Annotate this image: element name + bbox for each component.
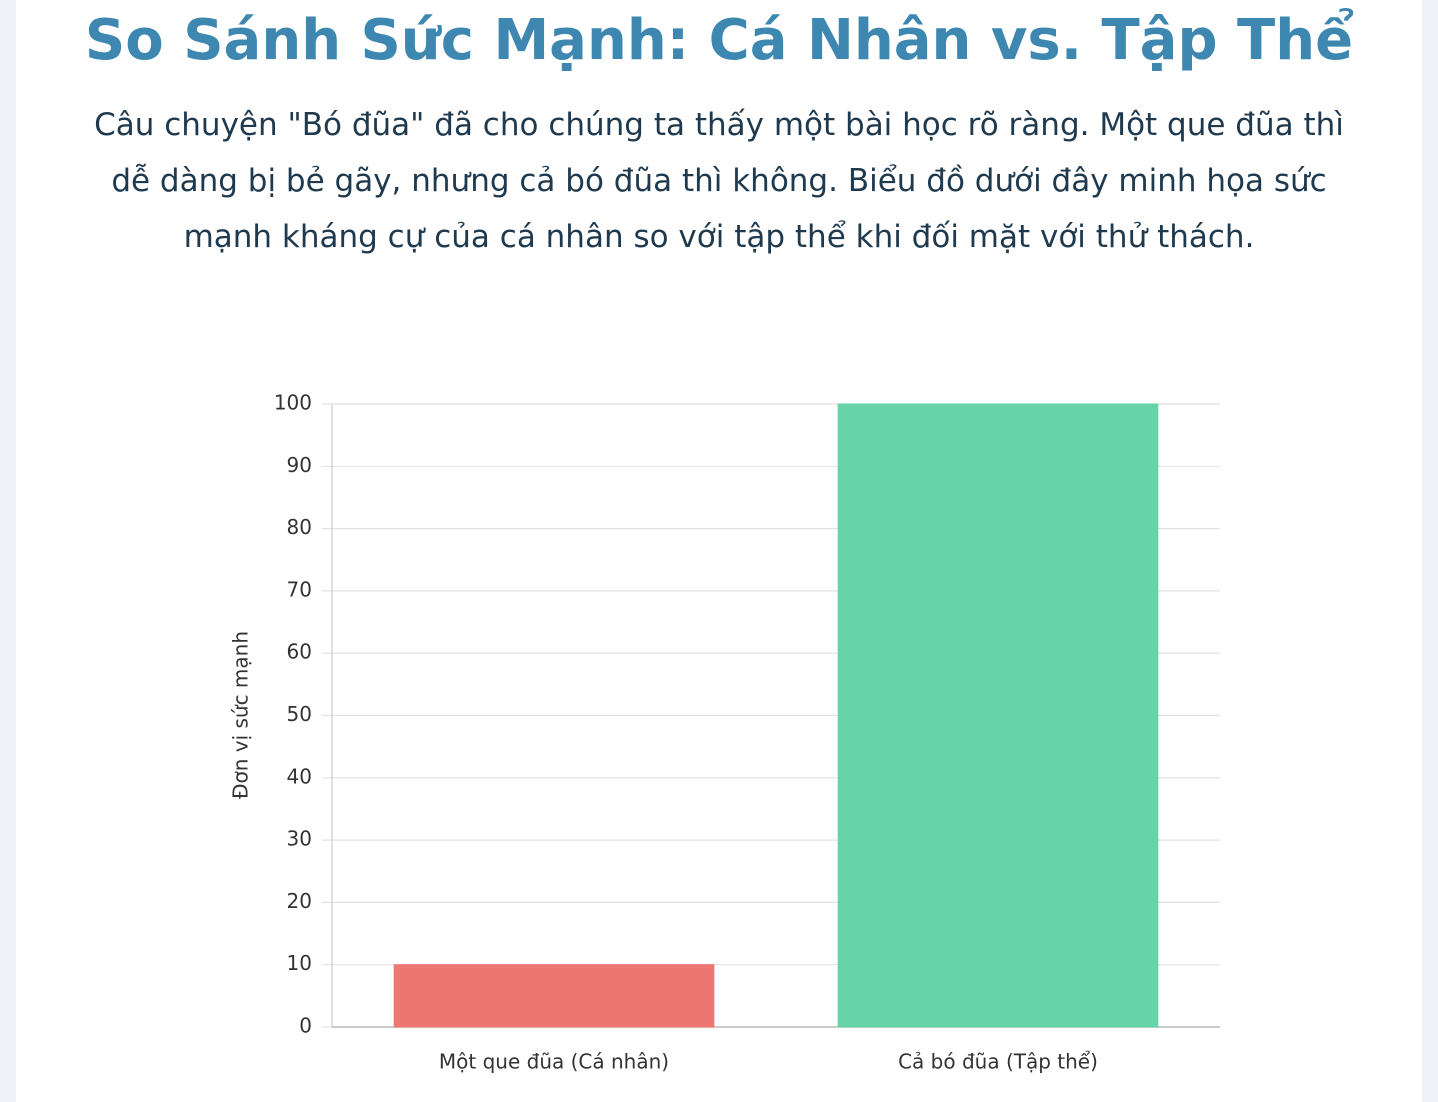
y-tick-label: 50 [287, 702, 312, 726]
y-tick-label: 10 [287, 951, 312, 975]
subtitle: Câu chuyện "Bó đũa" đã cho chúng ta thấy… [94, 107, 1344, 255]
y-tick-label: 0 [299, 1014, 312, 1038]
y-axis-label: Đơn vị sức mạnh [229, 631, 253, 799]
y-tick-label: 100 [274, 391, 312, 415]
bar [393, 964, 715, 1028]
x-tick-label: Một que đũa (Cá nhân) [439, 1050, 669, 1074]
x-tick-label: Cả bó đũa (Tập thể) [898, 1050, 1098, 1074]
bar [837, 403, 1159, 1028]
y-tick-label: 30 [287, 827, 312, 851]
y-tick-label: 20 [287, 889, 312, 913]
y-tick-label: 60 [287, 640, 312, 664]
y-tick-label: 70 [287, 577, 312, 601]
y-tick-label: 90 [287, 453, 312, 477]
y-tick-label: 80 [287, 515, 312, 539]
title: So Sánh Sức Mạnh: Cá Nhân vs. Tập Thể [84, 8, 1354, 73]
y-tick-label: 40 [287, 764, 312, 788]
card [16, 0, 1422, 1102]
